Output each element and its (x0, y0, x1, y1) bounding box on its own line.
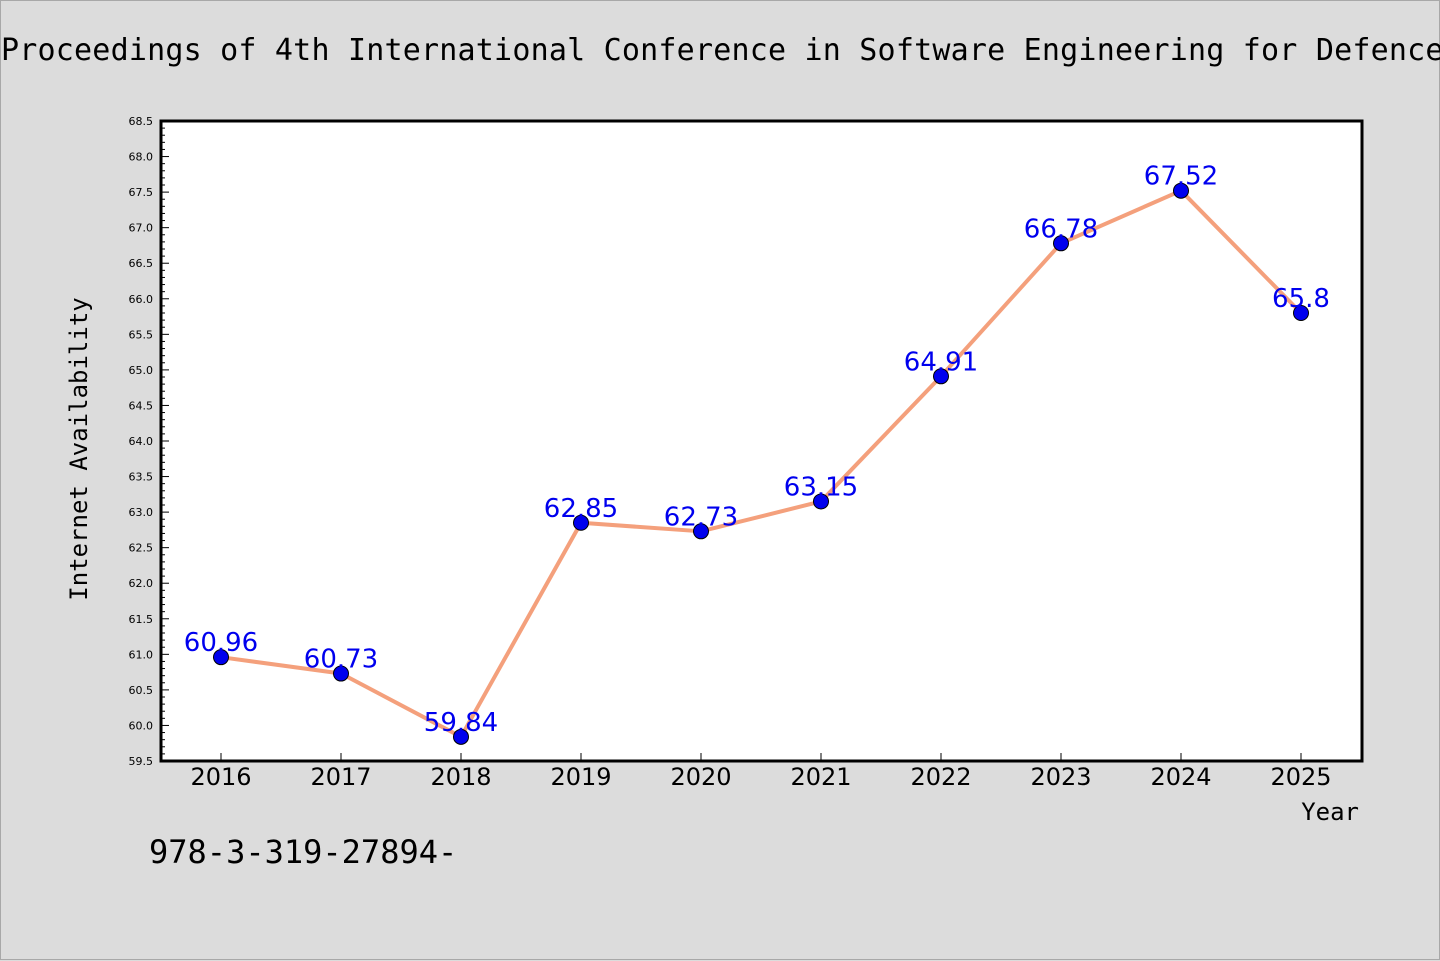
y-tick-label: 66.0 (129, 293, 154, 306)
data-point (333, 665, 349, 682)
data-point (1053, 235, 1069, 252)
data-point (933, 368, 949, 385)
x-tick-label: 2020 (670, 763, 731, 791)
x-tick-label: 2017 (310, 763, 371, 791)
y-axis-label: Internet Availability (65, 297, 93, 600)
y-tick-label: 61.0 (129, 648, 154, 661)
x-tick-label: 2019 (550, 763, 611, 791)
data-label: 59.84 (424, 708, 498, 738)
data-point (1173, 182, 1189, 199)
x-tick-label: 2016 (190, 763, 251, 791)
data-point (693, 523, 709, 540)
y-tick-label: 67.0 (129, 222, 154, 235)
data-label: 60.73 (304, 645, 378, 675)
y-tick-label: 60.5 (129, 684, 154, 697)
data-label: 65.8 (1272, 284, 1330, 314)
x-tick-label: 2021 (790, 763, 851, 791)
data-label: 67.52 (1144, 162, 1218, 192)
y-tick-label: 61.5 (129, 613, 154, 626)
isbn-code: 978-3-319-27894- (149, 833, 458, 871)
data-point (453, 728, 469, 745)
data-label: 62.85 (544, 494, 618, 524)
y-tick-label: 68.5 (129, 115, 154, 128)
data-point (573, 514, 589, 531)
y-tick-label: 68.0 (129, 151, 154, 164)
plot-area (159, 119, 1364, 763)
y-tick-label: 60.0 (129, 719, 154, 732)
data-label: 66.78 (1024, 214, 1098, 244)
y-tick-label: 65.5 (129, 328, 154, 341)
y-tick-label: 62.0 (129, 577, 154, 590)
x-tick-label: 2018 (430, 763, 491, 791)
data-label: 60.96 (184, 628, 258, 658)
x-axis-label: Year (1301, 798, 1359, 826)
data-label: 63.15 (784, 472, 858, 502)
y-tick-label: 63.5 (129, 471, 154, 484)
y-tick-label: 59.5 (129, 755, 154, 768)
data-point (1293, 305, 1309, 321)
x-tick-label: 2022 (910, 763, 971, 791)
y-tick-label: 64.5 (129, 399, 154, 412)
page-title: Proceedings of 4th International Confere… (1, 33, 1440, 68)
series-line (220, 188, 1303, 739)
y-tick-label: 64.0 (129, 435, 154, 448)
data-point (213, 649, 229, 666)
data-label: 64.91 (904, 347, 978, 377)
x-tick-label: 2023 (1030, 763, 1091, 791)
y-tick-label: 62.5 (129, 542, 154, 555)
y-tick-label: 66.5 (129, 257, 154, 270)
data-label: 62.73 (664, 502, 738, 532)
data-point (813, 493, 829, 510)
y-tick-label: 63.0 (129, 506, 154, 519)
y-tick-label: 67.5 (129, 186, 154, 199)
x-tick-label: 2025 (1270, 763, 1331, 791)
x-tick-label: 2024 (1150, 763, 1211, 791)
y-tick-label: 65.0 (129, 364, 154, 377)
